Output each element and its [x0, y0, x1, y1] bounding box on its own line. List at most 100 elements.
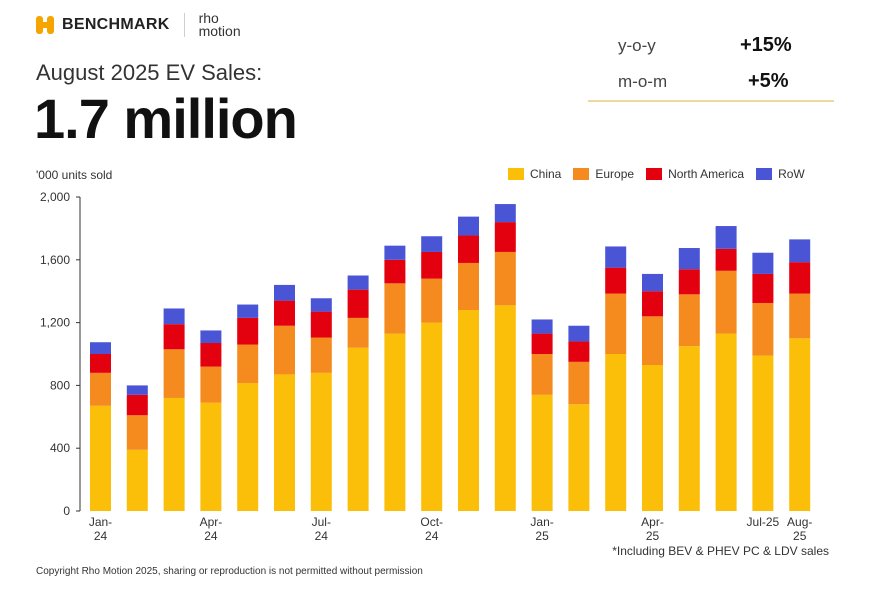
legend-label-north-america: North America — [668, 167, 745, 181]
bar-segment-europe — [90, 372, 111, 406]
bar-segment-row — [642, 273, 663, 292]
legend-label-china: China — [530, 167, 562, 181]
bar-segment-row — [458, 216, 479, 236]
x-tick-label-line2: 24 — [94, 529, 108, 543]
bar-segment-row — [90, 342, 111, 354]
bar-segment-row — [531, 319, 553, 334]
legend-item-row: RoW — [756, 167, 805, 181]
brand-rho-motion: rho motion — [198, 10, 241, 39]
bar-segment-europe — [752, 302, 774, 356]
bar-segment-north-america — [605, 267, 627, 294]
x-tick-label: Apr- — [641, 515, 664, 529]
bar-segment-north-america — [274, 300, 295, 326]
stat-divider — [588, 100, 834, 102]
bar-segment-china — [789, 338, 811, 511]
headline-figure: 1.7 million — [34, 87, 298, 150]
bar-segment-row — [421, 236, 443, 252]
bar-segment-north-america — [752, 273, 774, 303]
x-tick-label-line2: 24 — [425, 529, 439, 543]
chart-subtitle: August 2025 EV Sales: — [36, 60, 263, 85]
benchmark-logo-icon — [36, 14, 58, 36]
bar-segment-north-america — [347, 289, 369, 318]
legend-item-north-america: North America — [646, 167, 744, 181]
y-axis-unit-label: '000 units sold — [36, 168, 113, 182]
x-tick-label: Aug- — [787, 515, 812, 529]
bar-segment-china — [605, 354, 627, 511]
bar-segment-north-america — [90, 354, 111, 373]
x-tick-label: Jan- — [530, 515, 553, 529]
y-tick-label: 0 — [63, 504, 70, 518]
logo-divider — [183, 13, 185, 37]
bar-segment-europe — [789, 293, 811, 339]
bar-segment-china — [347, 347, 369, 511]
bar-segment-china — [642, 364, 663, 511]
bar-segment-europe — [715, 270, 737, 334]
bar-segment-north-america — [715, 248, 737, 271]
bar-segment-north-america — [163, 324, 185, 350]
bar-segment-row — [568, 325, 590, 342]
bar-segment-china — [310, 372, 332, 511]
bar-segment-north-america — [310, 311, 332, 338]
x-tick-label: Apr- — [200, 515, 223, 529]
bar-segment-europe — [642, 316, 663, 365]
bar-segment-china — [494, 305, 516, 511]
y-tick-label: 2,000 — [40, 190, 70, 204]
bar-segment-china — [531, 394, 553, 511]
bar-segment-north-america — [568, 341, 590, 362]
bar-segment-china — [90, 405, 111, 511]
bar-segment-north-america — [421, 251, 443, 279]
bar-segment-row — [310, 298, 332, 312]
bar-segment-europe — [568, 361, 590, 405]
bar-segment-china — [678, 346, 700, 511]
bar-segment-north-america — [642, 291, 663, 317]
bar-segment-europe — [605, 293, 627, 354]
bar-segment-china — [163, 397, 185, 511]
bar-segment-row — [715, 226, 737, 249]
bar-segment-europe — [678, 294, 700, 347]
legend-swatch-row — [756, 168, 773, 180]
bar-segment-north-america — [384, 259, 406, 284]
x-tick-label-line2: 24 — [204, 529, 218, 543]
x-tick-label: Jul-25 — [747, 515, 780, 529]
bar-segment-row — [274, 284, 295, 301]
bar-segment-china — [421, 322, 443, 511]
bar-segment-north-america — [458, 235, 479, 263]
stat-yoy-label: y-o-y — [618, 36, 656, 55]
bar-segment-china — [384, 333, 406, 511]
bar-segment-row — [789, 239, 811, 263]
bar-segment-north-america — [678, 269, 700, 295]
x-tick-label-line2: 25 — [535, 529, 549, 543]
x-tick-label-line2: 25 — [646, 529, 660, 543]
bar-segment-row — [237, 304, 259, 318]
bar-segment-row — [200, 330, 222, 344]
legend-item-europe: Europe — [573, 167, 634, 181]
legend-swatch-europe — [573, 168, 590, 180]
bar-segment-row — [605, 246, 627, 268]
bar-segment-europe — [531, 354, 553, 395]
chart-footnote: *Including BEV & PHEV PC & LDV sales — [612, 544, 829, 558]
bar-segment-europe — [458, 262, 479, 311]
bar-segment-china — [126, 449, 148, 511]
bar-segment-north-america — [531, 333, 553, 354]
legend-item-china: China — [508, 167, 561, 181]
bar-segment-europe — [494, 251, 516, 306]
bar-segment-europe — [347, 317, 369, 348]
stat-mom: m-o-m +5% — [590, 70, 832, 98]
brand-benchmark: BENCHMARK — [62, 16, 170, 33]
bar-segment-europe — [237, 344, 259, 384]
stat-yoy: y-o-y +15% — [590, 34, 832, 62]
bar-segment-china — [458, 310, 479, 511]
bar-segment-europe — [163, 349, 185, 398]
bar-segment-europe — [310, 337, 332, 373]
bar-segment-europe — [384, 283, 406, 334]
bar-segment-row — [126, 385, 148, 395]
legend-label-row: RoW — [778, 167, 805, 181]
y-tick-label: 1,200 — [40, 316, 70, 330]
stat-mom-value: +5% — [748, 70, 789, 92]
bar-segment-north-america — [126, 394, 148, 416]
bar-segment-china — [715, 333, 737, 511]
bar-segment-row — [347, 275, 369, 290]
x-tick-label-line2: 24 — [315, 529, 329, 543]
bar-segment-north-america — [494, 222, 516, 252]
bar-segment-europe — [200, 366, 222, 403]
